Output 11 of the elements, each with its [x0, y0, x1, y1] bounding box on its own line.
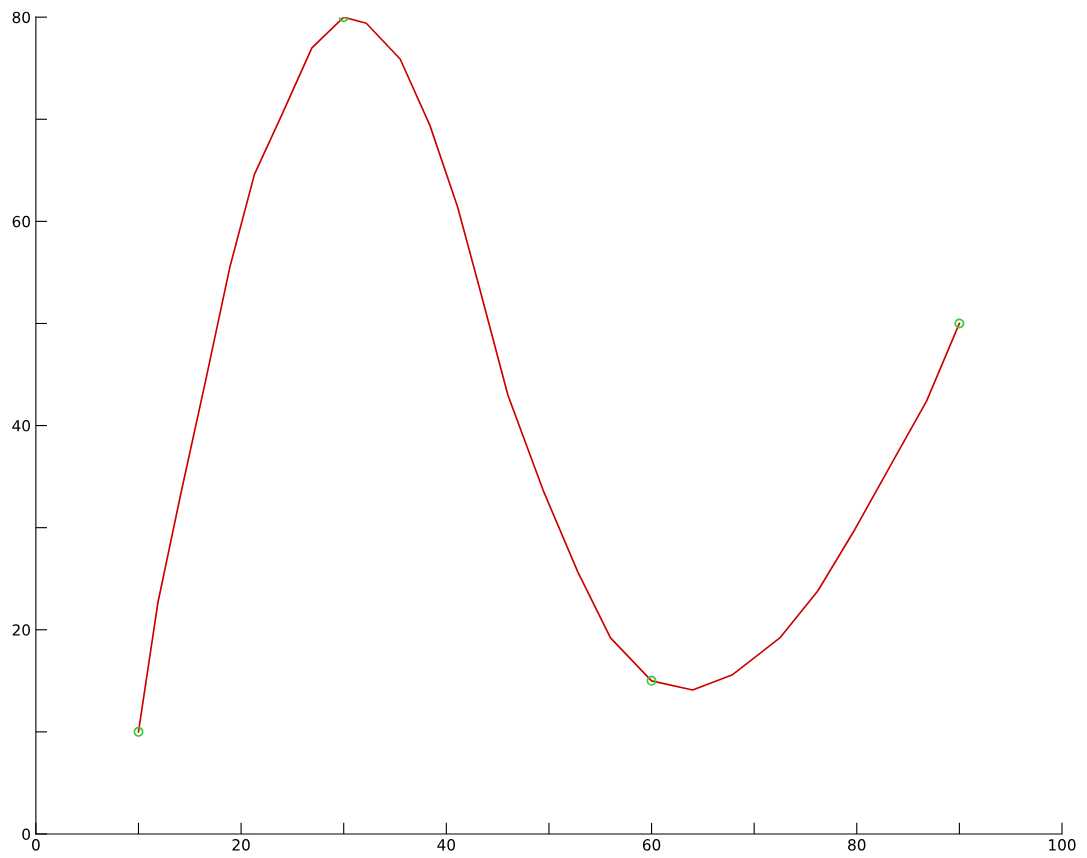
x-tick-label: 80 — [848, 839, 866, 851]
x-tick-label: 60 — [642, 839, 661, 851]
y-tick-label: 60 — [12, 215, 30, 228]
x-tick-label: 0 — [32, 839, 40, 851]
y-tick-label: 20 — [12, 624, 30, 636]
y-tick-label: 80 — [12, 11, 30, 24]
x-tick-label: 100 — [1049, 839, 1076, 851]
y-tick-label: 0 — [22, 828, 30, 840]
x-tick-label: 40 — [437, 839, 456, 851]
x-tick-label: 20 — [232, 839, 250, 851]
y-tick-label: 40 — [12, 420, 30, 432]
